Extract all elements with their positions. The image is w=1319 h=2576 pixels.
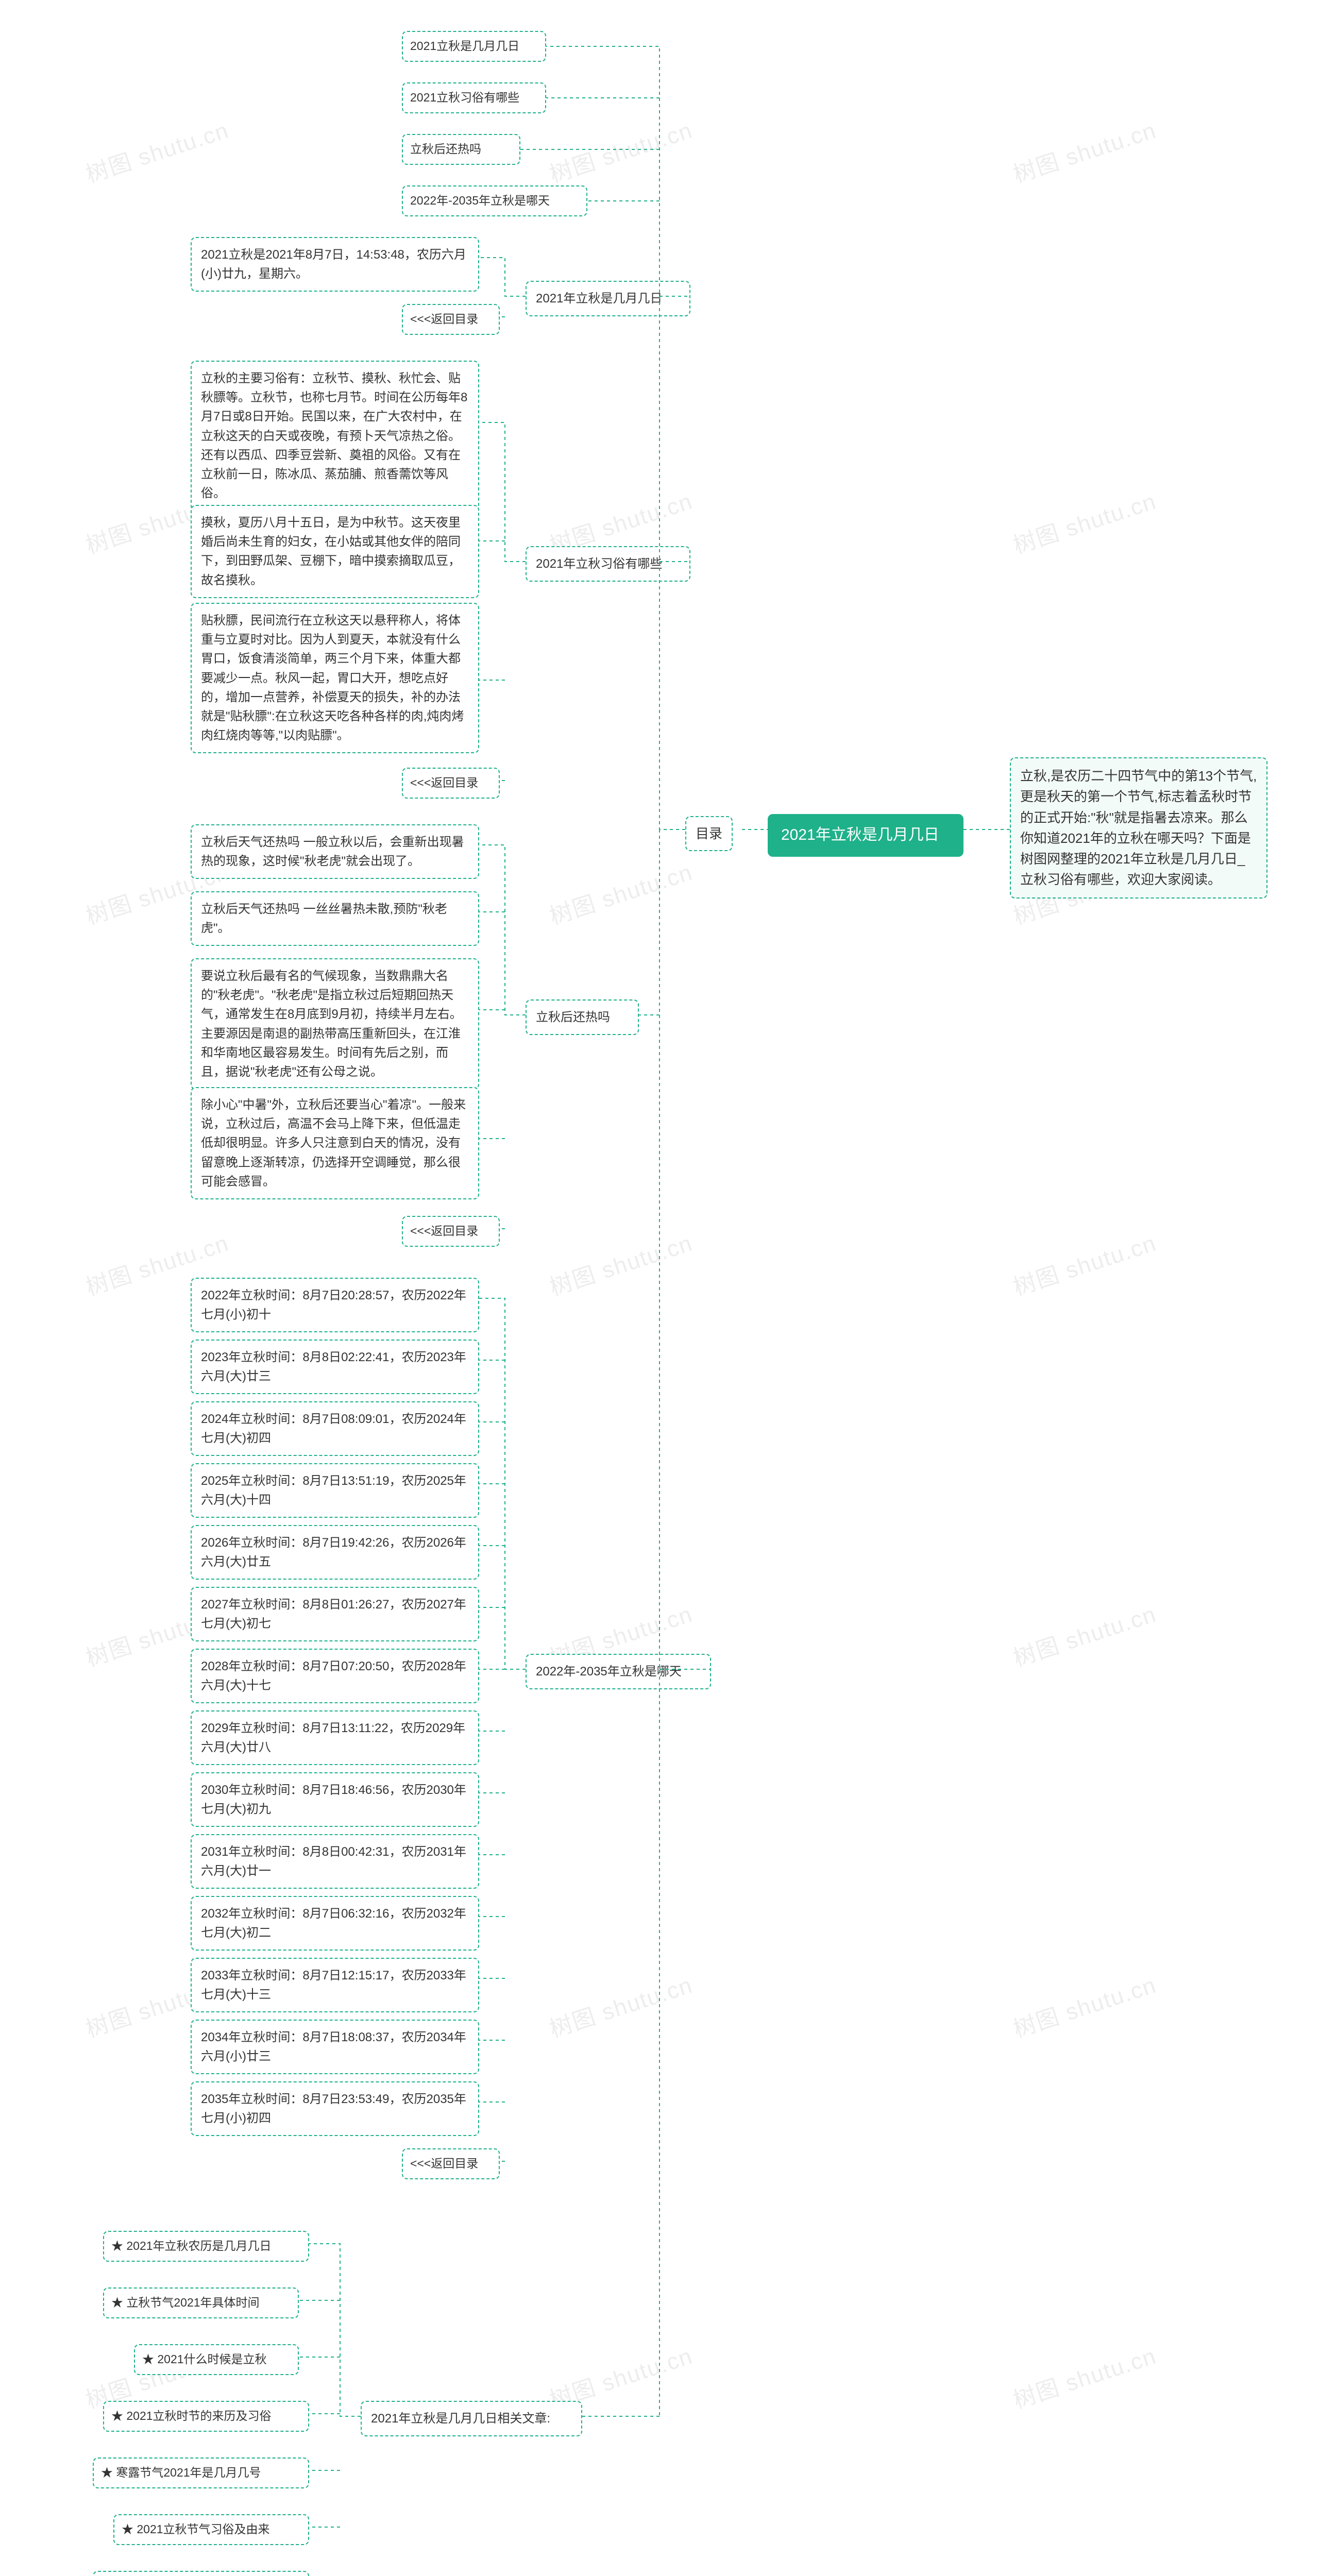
watermark: 树图 shutu.cn — [81, 112, 232, 189]
watermark: 树图 shutu.cn — [1008, 1225, 1160, 1302]
year-row: 2033年立秋时间：8月7日12:15:17，农历2033年七月(大)十三 — [191, 1958, 479, 2012]
year-row: 2024年立秋时间：8月7日08:09:01，农历2024年七月(大)初四 — [191, 1401, 479, 1456]
section2-body: 贴秋膘，民间流行在立秋这天以悬秤称人，将体重与立夏时对比。因为人到夏天，本就没有… — [191, 603, 479, 753]
watermark: 树图 shutu.cn — [1008, 1596, 1160, 1673]
year-row: 2022年立秋时间：8月7日20:28:57，农历2022年七月(小)初十 — [191, 1278, 479, 1332]
year-row: 2025年立秋时间：8月7日13:51:19，农历2025年六月(大)十四 — [191, 1463, 479, 1518]
year-row: 2026年立秋时间：8月7日19:42:26，农历2026年六月(大)廿五 — [191, 1525, 479, 1580]
watermark: 树图 shutu.cn — [545, 112, 696, 189]
watermark: 树图 shutu.cn — [1008, 1967, 1160, 2044]
toc-item[interactable]: 2021立秋习俗有哪些 — [402, 82, 546, 113]
related-item[interactable]: ★ 2021什么时候是立秋 — [134, 2344, 299, 2375]
related-item[interactable]: ★ 2021年立秋农历是几月几日 — [103, 2231, 309, 2262]
section2-body: 摸秋，夏历八月十五日，是为中秋节。这天夜里婚后尚未生育的妇女，在小姑或其他女伴的… — [191, 505, 479, 598]
toc-item[interactable]: 2021立秋是几月几日 — [402, 31, 546, 62]
section3-title[interactable]: 立秋后还热吗 — [526, 999, 639, 1035]
back-link[interactable]: <<<返回目录 — [402, 2148, 500, 2179]
watermark: 树图 shutu.cn — [1008, 483, 1160, 560]
year-row: 2028年立秋时间：8月7日07:20:50，农历2028年六月(大)十七 — [191, 1649, 479, 1703]
section3-body: 要说立秋后最有名的气候现象，当数鼎鼎大名的"秋老虎"。"秋老虎"是指立秋过后短期… — [191, 958, 479, 1090]
year-row: 2029年立秋时间：8月7日13:11:22，农历2029年六月(大)廿八 — [191, 1710, 479, 1765]
year-row: 2023年立秋时间：8月8日02:22:41，农历2023年六月(大)廿三 — [191, 1340, 479, 1394]
back-link[interactable]: <<<返回目录 — [402, 1216, 500, 1247]
watermark: 树图 shutu.cn — [545, 1225, 696, 1302]
section3-body: 立秋后天气还热吗 一丝丝暑热未散,预防"秋老虎"。 — [191, 891, 479, 946]
year-row: 2035年立秋时间：8月7日23:53:49，农历2035年七月(小)初四 — [191, 2081, 479, 2136]
year-row: 2032年立秋时间：8月7日06:32:16，农历2032年七月(大)初二 — [191, 1896, 479, 1951]
related-item[interactable]: ★ 2021立秋时节的来历和习俗 — [93, 2571, 309, 2576]
related-title[interactable]: 2021年立秋是几月几日相关文章: — [361, 2401, 582, 2436]
section2-title[interactable]: 2021年立秋习俗有哪些 — [526, 546, 690, 582]
watermark: 树图 shutu.cn — [1008, 112, 1160, 189]
year-row: 2034年立秋时间：8月7日18:08:37，农历2034年六月(小)廿三 — [191, 2020, 479, 2074]
section2-body: 立秋的主要习俗有：立秋节、摸秋、秋忙会、贴秋膘等。立秋节，也称七月节。时间在公历… — [191, 361, 479, 511]
related-item[interactable]: ★ 2021立秋时节的来历及习俗 — [103, 2401, 309, 2432]
toc-item[interactable]: 2022年-2035年立秋是哪天 — [402, 185, 587, 216]
toc-item[interactable]: 立秋后还热吗 — [402, 134, 520, 165]
section1-title[interactable]: 2021年立秋是几月几日 — [526, 281, 690, 316]
section3-body: 立秋后天气还热吗 一般立秋以后，会重新出现暑热的现象，这时候"秋老虎"就会出现了… — [191, 824, 479, 879]
section4-title[interactable]: 2022年-2035年立秋是哪天 — [526, 1654, 711, 1689]
back-link[interactable]: <<<返回目录 — [402, 304, 500, 335]
back-link[interactable]: <<<返回目录 — [402, 768, 500, 799]
section1-body: 2021立秋是2021年8月7日，14:53:48，农历六月(小)廿九，星期六。 — [191, 237, 479, 292]
mulu-node[interactable]: 目录 — [685, 816, 733, 851]
watermark: 树图 shutu.cn — [545, 1967, 696, 2044]
year-row: 2027年立秋时间：8月8日01:26:27，农历2027年七月(大)初七 — [191, 1587, 479, 1641]
watermark: 树图 shutu.cn — [1008, 2337, 1160, 2415]
section3-body: 除小心"中暑"外，立秋后还要当心"着凉"。一般来说，立秋过后，高温不会马上降下来… — [191, 1087, 479, 1199]
watermark: 树图 shutu.cn — [545, 854, 696, 931]
related-item[interactable]: ★ 寒露节气2021年是几月几号 — [93, 2458, 309, 2488]
related-item[interactable]: ★ 立秋节气2021年具体时间 — [103, 2287, 299, 2318]
related-item[interactable]: ★ 2021立秋节气习俗及由来 — [113, 2514, 309, 2545]
intro-node: 立秋,是农历二十四节气中的第13个节气,更是秋天的第一个节气,标志着孟秋时节的正… — [1010, 757, 1267, 899]
year-row: 2031年立秋时间：8月8日00:42:31，农历2031年六月(大)廿一 — [191, 1834, 479, 1889]
root-node[interactable]: 2021年立秋是几月几日 — [768, 814, 963, 857]
year-row: 2030年立秋时间：8月7日18:46:56，农历2030年七月(大)初九 — [191, 1772, 479, 1827]
